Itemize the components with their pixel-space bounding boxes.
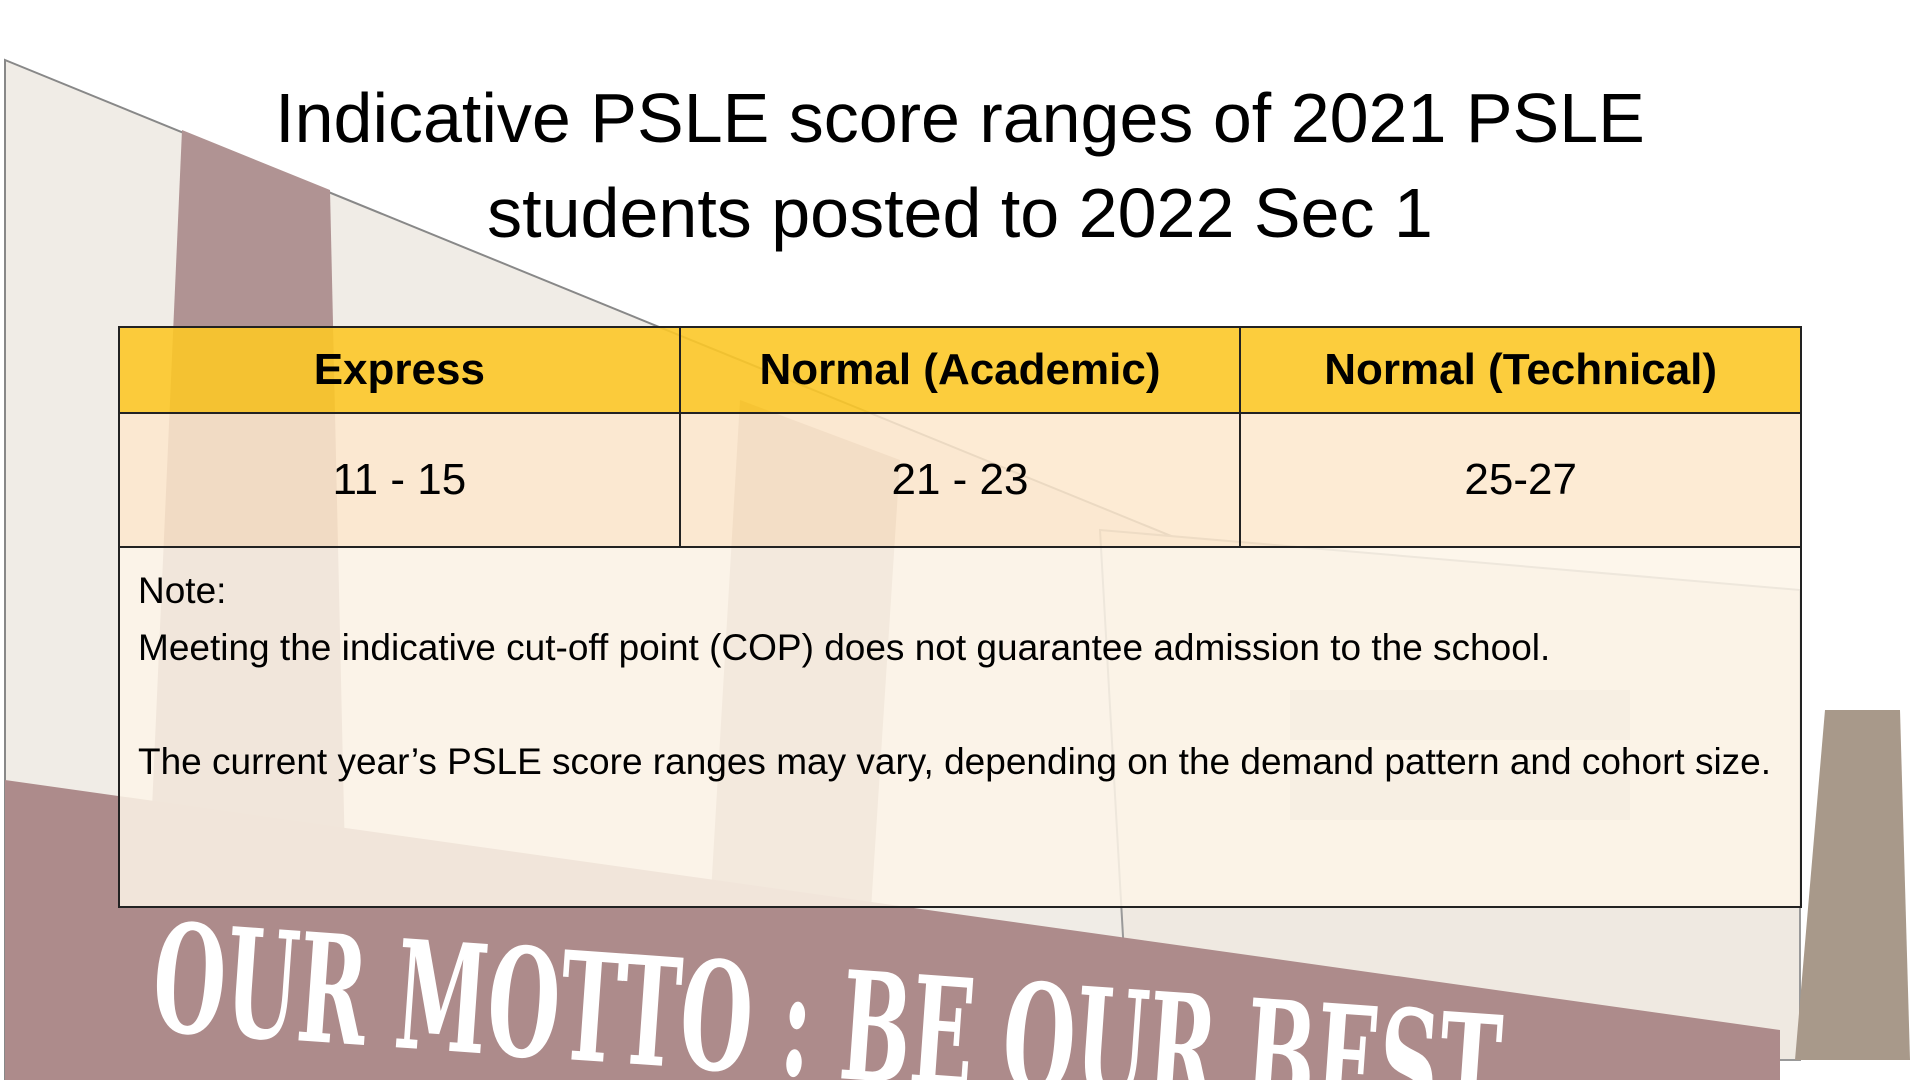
note-text: Meeting the indicative cut-off point (CO… [138,627,1551,668]
score-cell: 25-27 [1239,412,1802,548]
header-cell: Express [118,326,681,414]
title-line: Indicative PSLE score ranges of 2021 PSL… [275,79,1645,157]
note-label: Note: [138,570,227,611]
header-cell: Normal (Technical) [1239,326,1802,414]
pillar-right [1795,710,1910,1060]
score-cell: 21 - 23 [678,412,1242,548]
title-line: students posted to 2022 Sec 1 [487,174,1433,252]
note-cell: Note: Meeting the indicative cut-off poi… [118,546,1802,908]
score-table: Express Normal (Academic) Normal (Technica… [118,326,1802,908]
header-cell: Normal (Academic) [678,326,1242,414]
note-text: The current year’s PSLE score ranges may… [138,741,1772,782]
score-cell: 11 - 15 [118,412,681,548]
